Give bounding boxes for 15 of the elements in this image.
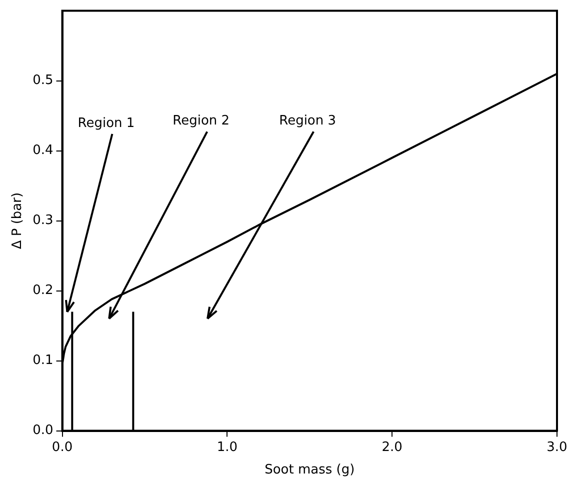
x-tick-label: 0.0 [52,440,73,455]
y-tick-label: 0.5 [32,73,54,88]
y-tick-label: 0.1 [32,353,54,368]
y-tick-label: 0.3 [32,213,54,228]
annotation: Region 2 [172,114,230,129]
y-axis-title: Δ P (bar) [10,192,26,250]
annotation: Region 1 [78,116,135,131]
x-axis-title: Soot mass (g) [264,462,355,478]
x-tick-label: 2.0 [382,440,402,455]
y-tick-label: 0.4 [32,143,54,158]
y-tick-label: 0.0 [32,423,54,438]
x-tick-label: 1.0 [216,440,238,455]
y-tick-label: 0.2 [32,283,54,298]
x-tick-label: 3.0 [546,440,568,455]
annotation: Region 3 [279,114,336,129]
